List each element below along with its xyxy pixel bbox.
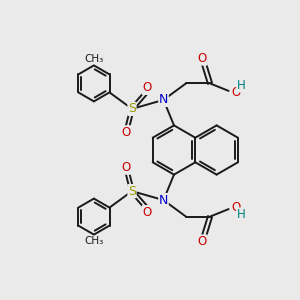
Text: N: N <box>159 194 168 207</box>
Text: H: H <box>237 208 246 221</box>
Text: CH₃: CH₃ <box>84 236 104 246</box>
Text: N: N <box>159 93 168 106</box>
Text: O: O <box>232 86 241 99</box>
Text: S: S <box>128 184 136 198</box>
Text: O: O <box>122 161 130 174</box>
Text: O: O <box>198 235 207 248</box>
Text: O: O <box>142 206 152 219</box>
Text: O: O <box>142 81 152 94</box>
Text: O: O <box>232 201 241 214</box>
Text: H: H <box>237 79 246 92</box>
Text: S: S <box>128 102 136 116</box>
Text: O: O <box>122 126 130 139</box>
Text: CH₃: CH₃ <box>84 54 104 64</box>
Text: O: O <box>198 52 207 65</box>
